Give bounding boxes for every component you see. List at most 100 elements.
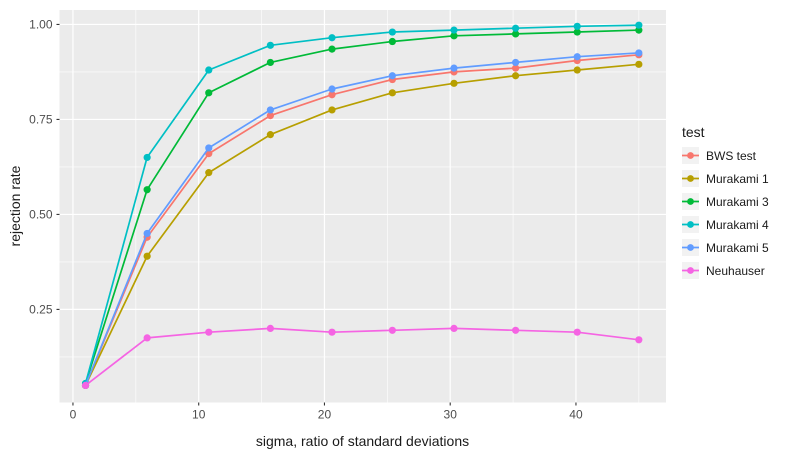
legend-label: Murakami 1 bbox=[706, 171, 769, 186]
series-point-murakami-1 bbox=[266, 131, 274, 139]
y-axis-tick-label: 0.25 bbox=[29, 302, 53, 316]
series-point-murakami-4 bbox=[266, 41, 274, 49]
legend-key-point bbox=[687, 244, 694, 251]
legend-label: BWS test bbox=[706, 148, 757, 163]
series-point-murakami-1 bbox=[205, 169, 213, 177]
legend-key-bws-test bbox=[682, 147, 699, 164]
series-point-bws-test bbox=[328, 91, 336, 99]
series-point-neuhauser bbox=[205, 328, 213, 336]
legend-label: Murakami 4 bbox=[706, 217, 769, 232]
series-point-murakami-1 bbox=[450, 79, 458, 87]
series-point-neuhauser bbox=[388, 326, 396, 334]
series-point-murakami-3 bbox=[388, 37, 396, 46]
series-point-murakami-5 bbox=[328, 85, 336, 93]
legend-key-glyph-icon bbox=[682, 244, 699, 251]
series-line-murakami-1 bbox=[84, 63, 640, 387]
x-axis-tick-label: 0 bbox=[70, 408, 77, 422]
series-point-murakami-1 bbox=[143, 252, 151, 260]
x-axis-tick-label: 10 bbox=[192, 408, 206, 422]
x-axis-tick-label: 40 bbox=[569, 408, 583, 422]
series-line-murakami-5 bbox=[84, 52, 640, 387]
legend-title: test bbox=[682, 124, 705, 140]
series-point-murakami-5 bbox=[205, 144, 213, 152]
series-point-neuhauser bbox=[328, 328, 336, 336]
legend-key-glyph-icon bbox=[682, 152, 699, 159]
series-point-bws-test bbox=[512, 64, 520, 72]
legend-key-murakami-4 bbox=[682, 216, 699, 233]
series-point-murakami-4 bbox=[512, 24, 520, 32]
series-point-murakami-4 bbox=[205, 66, 213, 74]
series-point-murakami-3 bbox=[143, 186, 151, 194]
legend-key-point bbox=[687, 267, 694, 274]
series-point-neuhauser bbox=[512, 326, 520, 334]
series-point-murakami-3 bbox=[328, 45, 336, 53]
series-point-murakami-5 bbox=[388, 72, 396, 80]
legend-item-murakami-3: Murakami 3 bbox=[682, 193, 769, 210]
legend-label: Murakami 5 bbox=[706, 240, 769, 255]
series-point-murakami-4 bbox=[635, 21, 643, 29]
series-point-neuhauser bbox=[450, 324, 458, 333]
series-point-bws-test bbox=[266, 112, 274, 120]
series-point-murakami-3 bbox=[635, 26, 643, 34]
series-point-neuhauser bbox=[143, 334, 151, 342]
legend-key-point bbox=[687, 198, 694, 205]
series-point-murakami-4 bbox=[388, 28, 396, 36]
x-axis-tick-label: 30 bbox=[444, 408, 458, 422]
legend-label: Neuhauser bbox=[706, 263, 765, 278]
series-line-murakami-3 bbox=[84, 29, 640, 385]
series-line-neuhauser bbox=[84, 327, 640, 387]
series-point-neuhauser bbox=[81, 381, 90, 390]
series-point-murakami-5 bbox=[635, 49, 643, 57]
legend-key-murakami-1 bbox=[682, 170, 699, 187]
legend-key-glyph-icon bbox=[682, 198, 699, 205]
legend-item-murakami-1: Murakami 1 bbox=[682, 170, 769, 187]
legend-key-point bbox=[687, 221, 694, 228]
series-point-murakami-4 bbox=[143, 153, 151, 162]
x-axis-tick-label: 20 bbox=[318, 408, 332, 422]
series-point-neuhauser bbox=[266, 324, 274, 333]
series-point-murakami-3 bbox=[205, 89, 213, 97]
series-point-murakami-5 bbox=[512, 58, 520, 67]
legend-key-glyph-icon bbox=[682, 221, 699, 228]
legend-item-bws-test: BWS test bbox=[682, 147, 769, 164]
series-point-murakami-1 bbox=[573, 66, 581, 74]
series-point-murakami-4 bbox=[450, 26, 458, 34]
legend-key-neuhauser bbox=[682, 262, 699, 279]
series-point-murakami-3 bbox=[266, 58, 274, 67]
series-point-murakami-1 bbox=[328, 106, 336, 114]
series-point-neuhauser bbox=[635, 336, 643, 344]
legend-item-neuhauser: Neuhauser bbox=[682, 262, 769, 279]
y-axis-tick-label: 0.75 bbox=[29, 112, 53, 126]
legend-key-glyph-icon bbox=[682, 175, 699, 182]
legend-item-murakami-4: Murakami 4 bbox=[682, 216, 769, 233]
legend-key-murakami-5 bbox=[682, 239, 699, 256]
series-point-neuhauser bbox=[573, 328, 581, 336]
series-point-murakami-1 bbox=[388, 89, 396, 97]
series-line-bws-test bbox=[84, 53, 640, 387]
series-point-murakami-4 bbox=[573, 22, 581, 30]
x-axis-title: sigma, ratio of standard deviations bbox=[255, 433, 470, 449]
y-axis-tick-label: 1.00 bbox=[29, 17, 53, 31]
legend-key-point bbox=[687, 175, 694, 182]
legend-item-murakami-5: Murakami 5 bbox=[682, 239, 769, 256]
series-point-murakami-3 bbox=[573, 28, 581, 36]
y-axis-title: rejection rate bbox=[7, 165, 23, 247]
series-point-murakami-3 bbox=[512, 30, 520, 38]
series-point-murakami-4 bbox=[328, 34, 336, 42]
y-axis-tick-label: 0.50 bbox=[29, 207, 53, 221]
series-point-murakami-5 bbox=[143, 229, 151, 238]
series-point-murakami-5 bbox=[266, 106, 274, 114]
series-point-murakami-5 bbox=[573, 53, 581, 61]
series-point-murakami-1 bbox=[512, 72, 520, 80]
legend-label: Murakami 3 bbox=[706, 194, 769, 209]
legend-key-glyph-icon bbox=[682, 267, 699, 274]
series-point-murakami-5 bbox=[450, 64, 458, 72]
legend: test BWS test Murakami 1 Murakami 3 Murakam… bbox=[682, 124, 769, 285]
series-point-murakami-3 bbox=[450, 32, 458, 40]
legend-key-murakami-3 bbox=[682, 193, 699, 210]
series-line-murakami-4 bbox=[84, 24, 640, 385]
series-point-murakami-1 bbox=[635, 60, 643, 68]
legend-items: BWS test Murakami 1 Murakami 3 Murakami 4 Mu… bbox=[682, 147, 769, 279]
